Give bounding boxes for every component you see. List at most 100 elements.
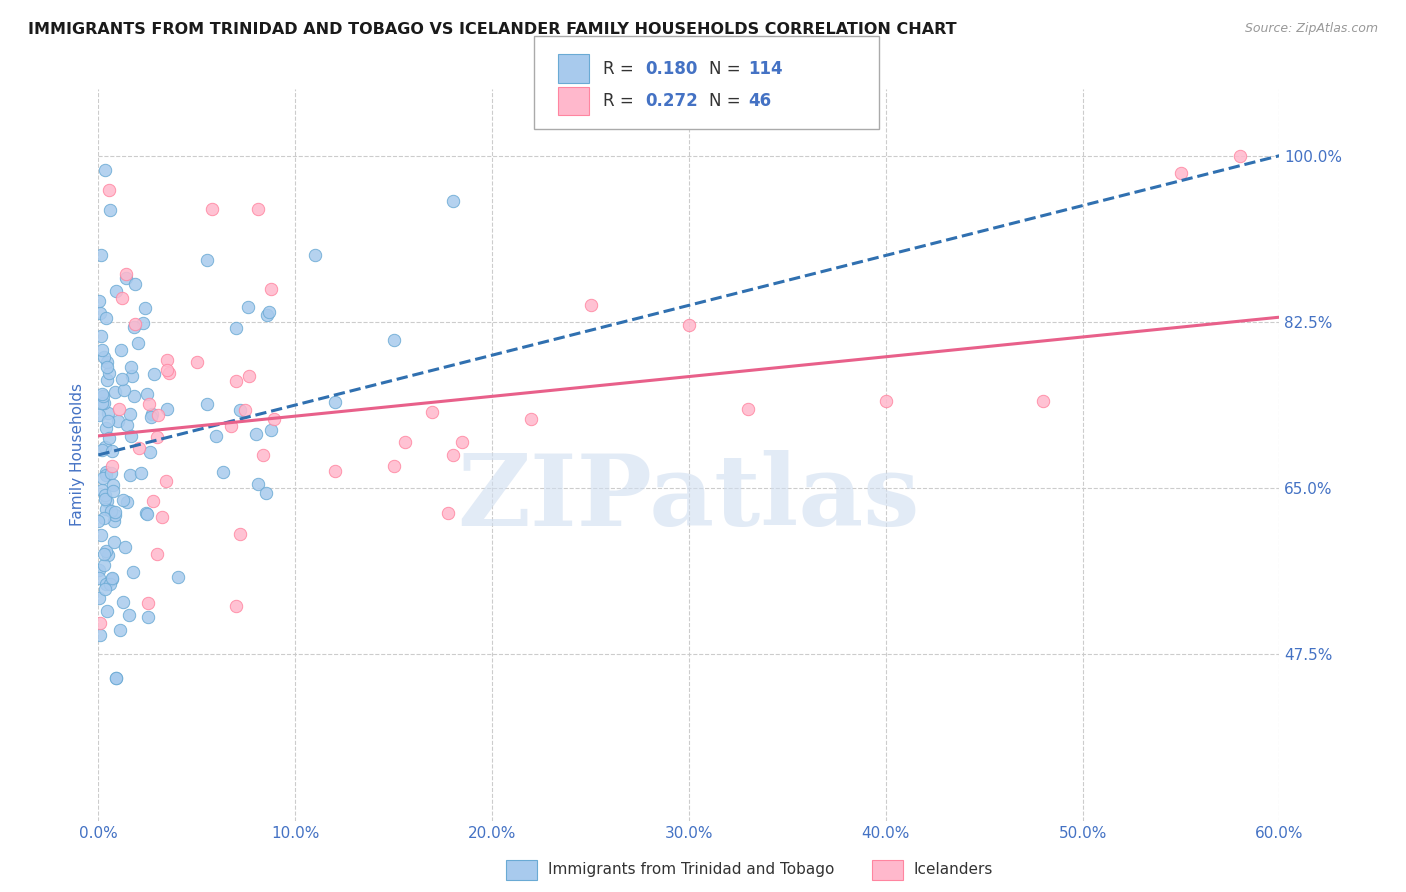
Point xyxy=(120,407,142,421)
Point xyxy=(98,203,121,218)
Point xyxy=(110,343,132,357)
Text: Source: ZipAtlas.com: Source: ZipAtlas.com xyxy=(1244,22,1378,36)
Point xyxy=(136,387,159,401)
Point xyxy=(112,492,135,507)
Point xyxy=(520,412,543,426)
Text: N =: N = xyxy=(709,92,745,110)
Point xyxy=(159,366,181,380)
Point xyxy=(101,572,124,586)
Text: 0.180: 0.180 xyxy=(645,60,697,78)
Point xyxy=(87,294,110,309)
Point xyxy=(245,427,267,442)
Point xyxy=(94,311,117,326)
Point xyxy=(136,609,159,624)
Point xyxy=(146,429,169,443)
Point xyxy=(108,623,131,637)
Point xyxy=(94,501,117,516)
Point xyxy=(201,202,224,216)
Point xyxy=(112,594,135,608)
Point xyxy=(441,448,464,462)
Point xyxy=(94,544,117,558)
Point xyxy=(103,514,125,528)
Point xyxy=(238,301,260,315)
Point xyxy=(101,444,124,458)
Point xyxy=(90,329,112,343)
Point xyxy=(382,458,405,473)
Point xyxy=(229,527,252,541)
Point xyxy=(146,547,169,561)
Point xyxy=(94,488,117,502)
Point xyxy=(103,535,125,549)
Point xyxy=(93,396,115,410)
Point xyxy=(120,429,142,443)
Point xyxy=(91,343,114,358)
Point xyxy=(98,577,121,591)
Point xyxy=(135,508,157,522)
Point xyxy=(260,282,283,296)
Text: 46: 46 xyxy=(748,92,770,110)
Point xyxy=(91,388,114,402)
Point xyxy=(104,284,127,298)
Point xyxy=(100,466,122,480)
Point xyxy=(97,548,120,562)
Point xyxy=(252,449,274,463)
Point xyxy=(205,428,228,442)
Point xyxy=(89,571,111,585)
Point xyxy=(1229,149,1251,163)
Point xyxy=(104,508,127,522)
Point xyxy=(104,385,127,400)
Point xyxy=(94,465,117,479)
Point xyxy=(875,393,897,408)
Point xyxy=(96,494,118,508)
Point xyxy=(138,444,160,458)
Point xyxy=(96,406,118,420)
Text: N =: N = xyxy=(709,60,745,78)
Point xyxy=(127,335,149,350)
Point xyxy=(441,194,464,209)
Point xyxy=(142,494,165,508)
Point xyxy=(254,486,277,500)
Text: R =: R = xyxy=(603,60,640,78)
Point xyxy=(96,421,118,435)
Point xyxy=(212,465,235,479)
Point xyxy=(225,599,247,614)
Point xyxy=(87,591,110,605)
Point xyxy=(89,628,111,642)
Point xyxy=(238,368,260,383)
Point xyxy=(98,183,121,197)
Point xyxy=(94,577,117,591)
Point xyxy=(420,405,443,419)
Point xyxy=(93,558,115,572)
Point xyxy=(219,418,242,433)
Point xyxy=(107,414,129,428)
Point xyxy=(115,267,138,281)
Point xyxy=(156,353,179,368)
Point xyxy=(112,384,135,398)
Text: Immigrants from Trinidad and Tobago: Immigrants from Trinidad and Tobago xyxy=(548,863,835,877)
Point xyxy=(233,402,256,417)
Point xyxy=(259,305,281,319)
Point xyxy=(451,434,474,449)
Point xyxy=(141,409,163,424)
Point xyxy=(101,459,124,474)
Point xyxy=(96,359,118,374)
Point xyxy=(121,368,143,383)
Point xyxy=(98,366,121,380)
Text: 114: 114 xyxy=(748,60,783,78)
Point xyxy=(118,607,141,622)
Point xyxy=(90,387,112,401)
Point xyxy=(138,397,160,411)
Point xyxy=(143,367,166,381)
Point xyxy=(246,202,269,216)
Point xyxy=(437,506,460,520)
Point xyxy=(87,514,110,528)
Point xyxy=(94,440,117,454)
Point xyxy=(103,477,125,491)
Point xyxy=(259,423,281,437)
Point xyxy=(94,468,117,483)
Point xyxy=(155,474,177,488)
Point xyxy=(132,316,155,330)
Y-axis label: Family Households: Family Households xyxy=(70,384,86,526)
Point xyxy=(394,434,416,449)
Point xyxy=(166,570,188,584)
